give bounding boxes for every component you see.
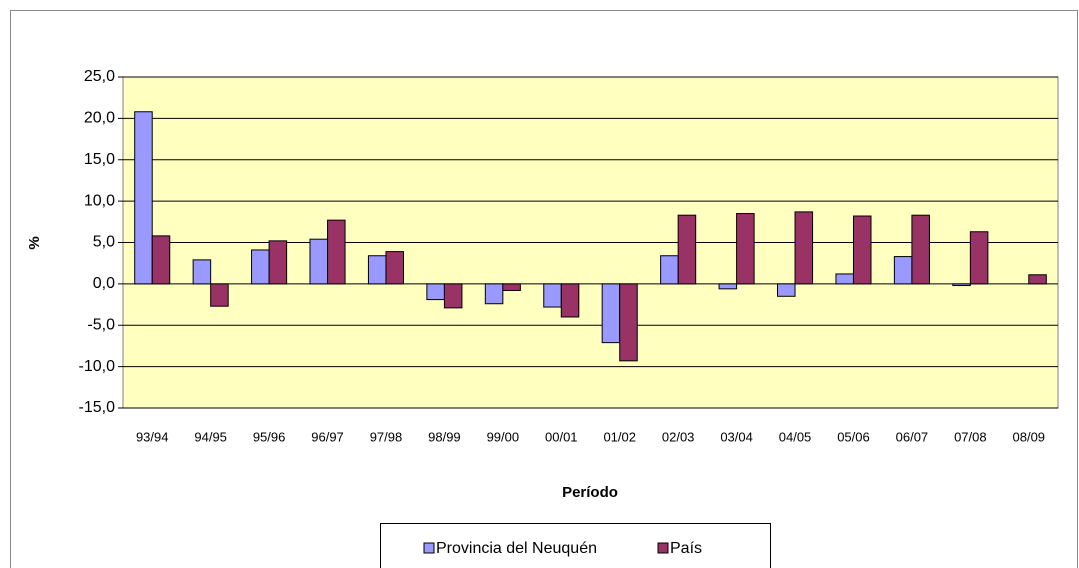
bar: [794, 211, 814, 285]
bar: [426, 283, 445, 301]
bar: [619, 283, 638, 362]
bar: [134, 111, 153, 285]
x-tick-label: 06/07: [896, 429, 929, 444]
x-tick-label: 00/01: [545, 429, 578, 444]
y-tick-label: -5,0: [87, 316, 115, 333]
bar: [777, 283, 796, 297]
x-tick-label: 05/06: [837, 429, 870, 444]
x-tick-label: 07/08: [954, 429, 987, 444]
bar: [718, 283, 738, 290]
x-axis-title: Período: [562, 484, 618, 501]
y-tick-label: 10,0: [84, 192, 115, 209]
y-tick-label: 20,0: [84, 110, 115, 127]
bar: [660, 255, 679, 285]
bar: [601, 283, 621, 344]
y-tick-label: 25,0: [84, 68, 115, 85]
bar: [1028, 274, 1047, 285]
bar: [309, 238, 329, 285]
bar: [327, 219, 346, 285]
x-tick-label: 98/99: [428, 429, 461, 444]
bar: [852, 215, 872, 285]
bar: [736, 213, 755, 285]
x-tick-label: 01/02: [603, 429, 636, 444]
x-tick-label: 93/94: [136, 429, 169, 444]
legend-swatch: [657, 542, 669, 554]
x-tick-label: 94/95: [194, 429, 227, 444]
bar: [952, 283, 971, 287]
bar: [385, 251, 404, 285]
bar: [151, 235, 171, 285]
x-tick-label: 04/05: [779, 429, 812, 444]
bar: [268, 240, 288, 285]
bar: [911, 214, 930, 285]
bar: [893, 256, 913, 285]
legend-label: Provincia del Neuquén: [436, 540, 597, 557]
y-tick-label: 0,0: [93, 275, 115, 292]
bar: [969, 231, 989, 285]
y-tick-label: -10,0: [79, 358, 116, 375]
legend-box: [380, 523, 771, 568]
x-tick-label: 08/09: [1013, 429, 1046, 444]
bar: [502, 283, 521, 291]
bar: [484, 283, 504, 305]
bar: [560, 283, 580, 318]
y-tick-label: 15,0: [84, 151, 115, 168]
bar: [443, 283, 463, 309]
y-tick-label: -15,0: [79, 399, 116, 416]
bar: [835, 273, 854, 285]
x-tick-label: 97/98: [370, 429, 403, 444]
x-tick-label: 96/97: [311, 429, 344, 444]
y-tick-label: 5,0: [93, 234, 115, 251]
bar: [251, 249, 270, 285]
bar: [367, 255, 387, 285]
x-tick-label: 99/00: [487, 429, 520, 444]
x-tick-label: 02/03: [662, 429, 695, 444]
legend-swatch: [423, 542, 435, 554]
y-axis-title: %: [26, 236, 43, 249]
bar: [543, 283, 562, 308]
bar: [192, 259, 212, 285]
legend-label: País: [670, 540, 702, 557]
bar: [677, 214, 697, 285]
x-tick-label: 03/04: [720, 429, 753, 444]
x-tick-label: 95/96: [253, 429, 286, 444]
bar: [210, 283, 229, 307]
